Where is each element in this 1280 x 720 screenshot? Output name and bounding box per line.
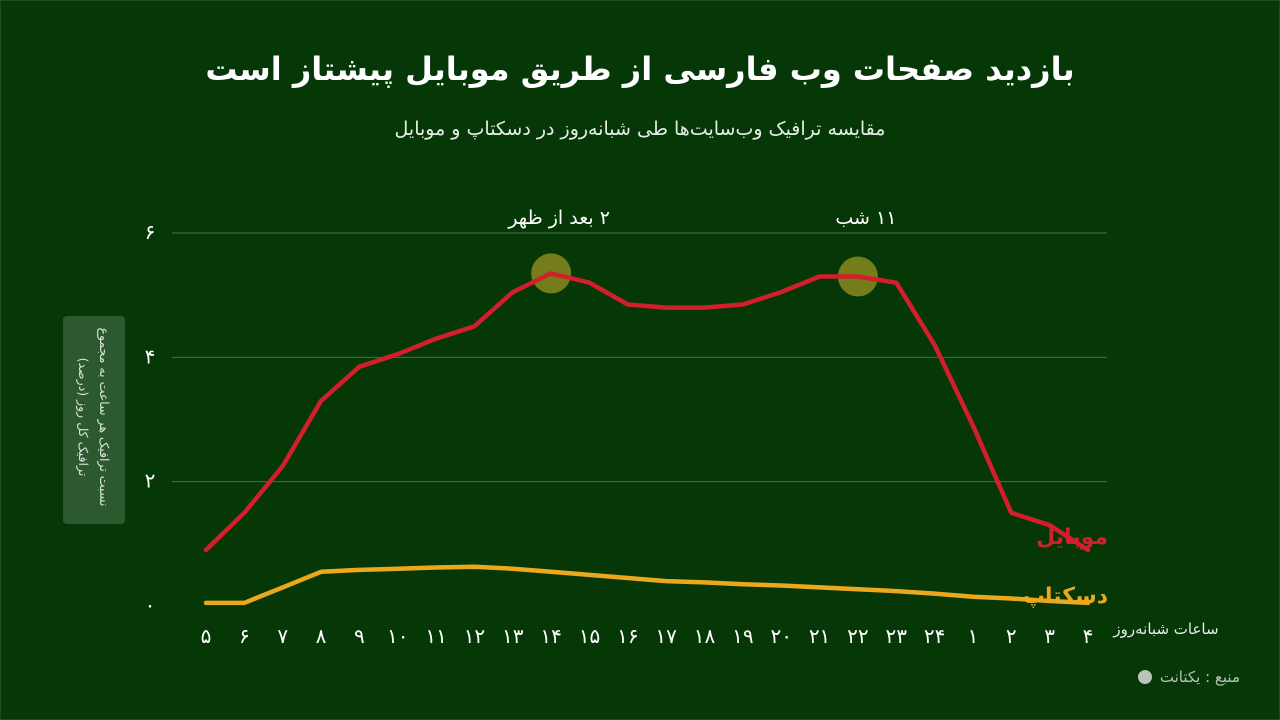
x-tick-label: ۱۵ bbox=[579, 624, 600, 648]
x-tick-label: ۲۰ bbox=[770, 624, 791, 648]
x-tick-label: ۱۴ bbox=[540, 624, 561, 648]
y-axis-label-box bbox=[63, 316, 125, 524]
x-tick-label: ۲ bbox=[1006, 624, 1017, 648]
x-tick-label: ۱۶ bbox=[617, 624, 638, 648]
x-tick-label: ۱۰ bbox=[387, 624, 408, 648]
x-tick-label: ۶ bbox=[239, 624, 250, 648]
x-tick-label: ۲۲ bbox=[847, 624, 868, 648]
x-tick-label: ۱۷ bbox=[655, 624, 677, 648]
chart-title: بازدید صفحات وب فارسی از طریق موبایل پیش… bbox=[205, 50, 1075, 88]
x-tick-label: ۲۴ bbox=[924, 624, 945, 648]
x-tick-label: ۲۱ bbox=[809, 624, 830, 648]
x-tick-label: ۱۳ bbox=[502, 624, 524, 648]
x-tick-label: ۱۲ bbox=[464, 624, 485, 648]
x-tick-label: ۳ bbox=[1044, 624, 1055, 648]
x-tick-label: ۲۳ bbox=[886, 624, 908, 648]
chart-subtitle: مقایسه ترافیک وب‌سایت‌ها طی شبانه‌روز در… bbox=[394, 118, 886, 140]
y-tick-label: ۲ bbox=[145, 469, 156, 493]
y-tick-label: ۰ bbox=[145, 593, 156, 617]
source-note: منبع : یکتانت bbox=[1137, 668, 1240, 686]
x-tick-label: ۵ bbox=[201, 624, 212, 648]
source-text: منبع : یکتانت bbox=[1159, 668, 1240, 686]
x-tick-label: ۱۱ bbox=[425, 624, 446, 648]
peak-annotation-label: ۱۱ شب bbox=[835, 207, 896, 229]
x-tick-label: ۹ bbox=[354, 624, 365, 648]
desktop-series-line bbox=[203, 564, 1091, 606]
x-tick-label: ۱۸ bbox=[694, 624, 716, 648]
peak-annotation-label: ۲ بعد از ظهر bbox=[507, 207, 610, 229]
x-tick-label: ۱ bbox=[968, 624, 979, 648]
mobile-series-label: موبایل bbox=[1036, 525, 1108, 550]
x-tick-label: ۷ bbox=[277, 624, 288, 648]
source-dot-icon bbox=[1137, 670, 1152, 684]
x-tick-label: ۱۹ bbox=[732, 624, 753, 648]
mobile-series-line bbox=[203, 271, 1091, 553]
desktop-series-label: دسکتاپ bbox=[1023, 584, 1108, 609]
y-tick-label: ۴ bbox=[145, 344, 156, 368]
y-tick-label: ۶ bbox=[145, 220, 156, 244]
x-axis-title: ساعات شبانه‌روز bbox=[1112, 620, 1218, 638]
x-tick-label: ۴ bbox=[1083, 624, 1094, 648]
x-tick-label: ۸ bbox=[316, 624, 327, 648]
